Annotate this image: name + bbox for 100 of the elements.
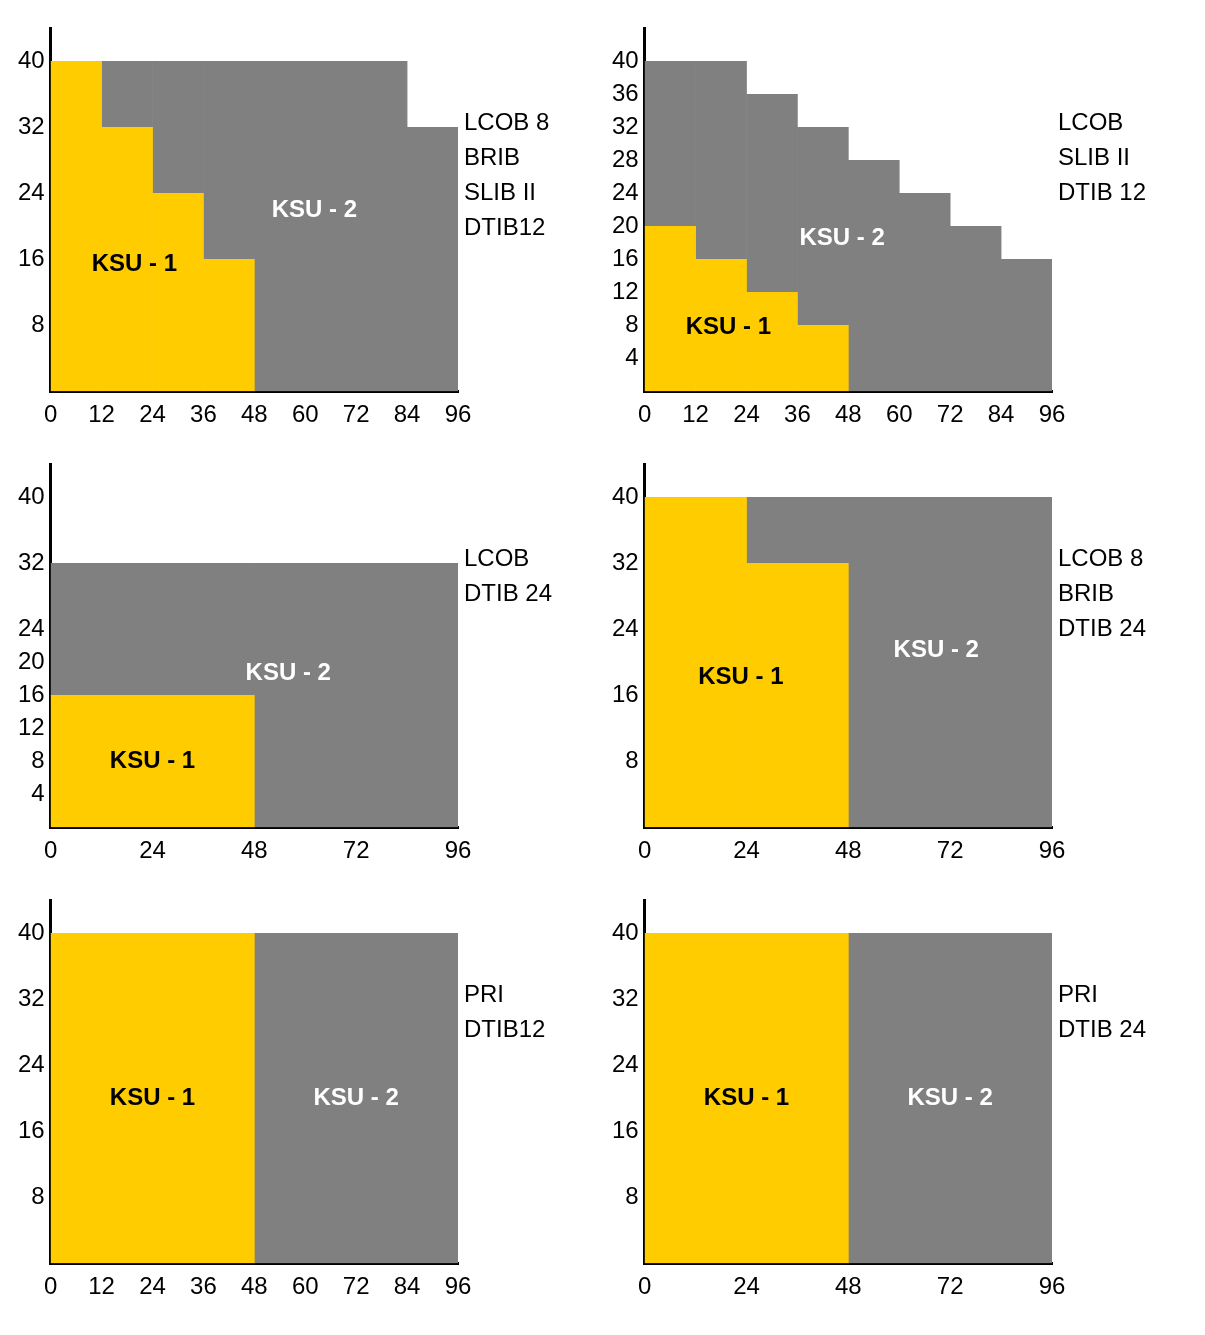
x-tick-label: 72 [936, 400, 964, 428]
y-tick-label: 40 [611, 918, 639, 946]
x-tick-label: 96 [1038, 836, 1066, 864]
y-tick-label: 4 [625, 342, 639, 370]
text: DTIB 24 [1058, 1015, 1147, 1043]
y-tick-label: 4 [31, 778, 45, 806]
text: LCOB 8 [1058, 544, 1144, 572]
x-tick-label: 12 [682, 400, 709, 428]
y-tick-label: 16 [17, 1115, 45, 1143]
y-tick-label: 20 [17, 646, 45, 674]
series-label: KSU - 2 [245, 657, 331, 685]
y-tick-label: 36 [611, 78, 639, 106]
y-tick-label: 32 [611, 111, 639, 139]
x-tick-label: 36 [190, 1272, 217, 1300]
series-label: KSU - 2 [313, 1082, 399, 1110]
series-label: KSU - 2 [271, 195, 358, 223]
series-label: KSU - 2 [893, 634, 979, 662]
x-tick-label: 48 [835, 1272, 862, 1300]
x-tick-label: 0 [44, 1272, 58, 1300]
text: DTIB12 [464, 213, 546, 241]
x-tick-label: 48 [241, 1272, 268, 1300]
y-tick-label: 8 [625, 309, 639, 337]
y-tick-label: 24 [17, 613, 45, 641]
x-tick-label: 96 [444, 1272, 472, 1300]
x-tick-label: 72 [936, 1272, 964, 1300]
x-tick-label: 96 [444, 400, 472, 428]
text: LCOB [464, 544, 530, 572]
x-tick-label: 96 [1038, 400, 1066, 428]
x-tick-label: 96 [1038, 1272, 1066, 1300]
x-tick-label: 72 [342, 836, 370, 864]
text: BRIB [1058, 579, 1115, 607]
y-tick-label: 8 [625, 1181, 639, 1209]
text: DTIB12 [464, 1015, 546, 1043]
x-tick-label: 84 [987, 400, 1015, 428]
text: SLIB II [1058, 143, 1131, 171]
y-tick-label: 8 [31, 745, 45, 773]
x-tick-label: 84 [393, 1272, 421, 1300]
x-tick-label: 24 [139, 1272, 166, 1300]
y-tick-label: 8 [31, 309, 45, 337]
text: SLIB II [464, 178, 537, 206]
y-tick-label: 16 [17, 679, 45, 707]
x-tick-label: 24 [733, 1272, 760, 1300]
x-tick-label: 48 [835, 400, 862, 428]
x-tick-label: 60 [291, 1272, 319, 1300]
text: BRIB [464, 143, 521, 171]
y-tick-label: 40 [17, 46, 45, 74]
x-tick-label: 0 [638, 400, 652, 428]
x-tick-label: 12 [88, 1272, 115, 1300]
text: LCOB [1058, 108, 1124, 136]
y-tick-label: 16 [611, 1115, 639, 1143]
x-tick-label: 0 [44, 836, 58, 864]
series-label: KSU - 1 [703, 1082, 790, 1110]
x-tick-label: 24 [733, 836, 760, 864]
y-tick-label: 16 [611, 679, 639, 707]
y-tick-label: 32 [611, 983, 639, 1011]
y-tick-label: 40 [611, 482, 639, 510]
y-tick-label: 24 [17, 177, 45, 205]
x-tick-label: 84 [393, 400, 421, 428]
y-tick-label: 40 [17, 918, 45, 946]
x-tick-label: 48 [241, 400, 268, 428]
x-tick-label: 72 [342, 400, 370, 428]
x-tick-label: 48 [835, 836, 862, 864]
y-tick-label: 32 [611, 547, 639, 575]
x-tick-label: 24 [139, 400, 166, 428]
series-label: KSU - 1 [698, 661, 784, 689]
text: PRI [1058, 980, 1099, 1008]
x-tick-label: 0 [44, 400, 58, 428]
x-tick-label: 48 [241, 836, 268, 864]
text: DTIB 24 [464, 579, 553, 607]
series-label: KSU - 1 [109, 745, 196, 773]
x-tick-label: 72 [342, 1272, 370, 1300]
series-label: KSU - 1 [109, 1082, 196, 1110]
y-tick-label: 8 [625, 745, 639, 773]
y-tick-label: 40 [17, 482, 45, 510]
x-tick-label: 12 [88, 400, 115, 428]
x-tick-label: 96 [444, 836, 472, 864]
x-tick-label: 0 [638, 1272, 652, 1300]
y-tick-label: 32 [17, 983, 45, 1011]
y-tick-label: 12 [611, 276, 639, 304]
series-label: KSU - 2 [907, 1082, 993, 1110]
y-tick-label: 16 [17, 243, 45, 271]
series-label: KSU - 1 [91, 248, 178, 276]
y-tick-label: 32 [17, 111, 45, 139]
text: DTIB 24 [1058, 614, 1147, 642]
x-tick-label: 60 [291, 400, 319, 428]
series-label: KSU - 2 [799, 223, 885, 251]
x-tick-label: 24 [733, 400, 760, 428]
x-tick-label: 36 [190, 400, 217, 428]
x-tick-label: 36 [784, 400, 811, 428]
text: PRI [464, 980, 505, 1008]
y-tick-label: 20 [611, 210, 639, 238]
y-tick-label: 8 [31, 1181, 45, 1209]
x-tick-label: 24 [139, 836, 166, 864]
y-tick-label: 40 [611, 46, 639, 74]
text: LCOB 8 [464, 108, 550, 136]
y-tick-label: 28 [611, 144, 639, 172]
x-tick-label: 72 [936, 836, 964, 864]
series-label: KSU - 1 [685, 312, 772, 340]
y-tick-label: 12 [17, 712, 45, 740]
x-tick-label: 0 [638, 836, 652, 864]
